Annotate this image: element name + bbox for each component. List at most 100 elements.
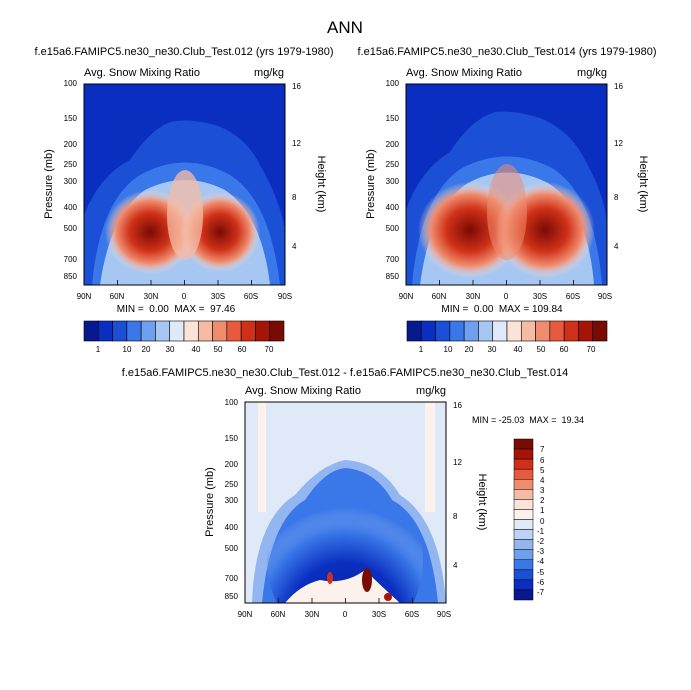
colorbar: 1 10 20 30 40 50 60 70 (83, 320, 285, 354)
x-tick-label: 30N (466, 292, 481, 301)
colorbar-label: -4 (537, 557, 545, 566)
x-tick-label: 60N (110, 292, 125, 301)
colorbar-swatch (197, 320, 213, 342)
y2-axis-label: Height (km) (637, 156, 649, 213)
y-ticks: 100 150 200 250 300 400 500 700 850 (64, 79, 78, 281)
x-tick-label: 90S (598, 292, 612, 301)
units-label: mg/kg (416, 385, 446, 397)
colorbar-swatch (513, 519, 534, 530)
colorbar-label: 3 (540, 486, 545, 495)
y2-ticks: 16 12 8 4 (292, 82, 301, 251)
colorbar-swatch (463, 320, 479, 342)
colorbar-swatch (255, 320, 271, 342)
y-tick-label: 150 (225, 434, 239, 443)
colorbar-swatch (212, 320, 228, 342)
colorbar-swatch (513, 539, 534, 550)
colorbar-label: 1 (540, 506, 545, 515)
y2-tick-label: 8 (453, 512, 458, 521)
x-tick-label: 0 (182, 292, 187, 301)
x-ticks: 90N 60N 30N 0 30S 60S 90S (77, 292, 292, 301)
y2-tick-label: 16 (292, 82, 301, 91)
x-tick-label: 90S (278, 292, 292, 301)
colorbar-swatch (112, 320, 128, 342)
colorbar-swatch (563, 320, 579, 342)
colorbar-label: -1 (537, 527, 545, 536)
colorbar-label: 60 (238, 345, 247, 354)
case-title: f.e15a6.FAMIPC5.ne30_ne30.Club_Test.012 … (34, 46, 333, 58)
panel-top-left: f.e15a6.FAMIPC5.ne30_ne30.Club_Test.012 … (34, 46, 333, 354)
field-label: Avg. Snow Mixing Ratio (245, 385, 361, 397)
colorbar-swatch (549, 320, 565, 342)
tick-marks (405, 280, 608, 285)
x-tick-label: 30N (305, 610, 320, 619)
colorbar-swatch (240, 320, 256, 342)
colorbar-label: 20 (465, 345, 474, 354)
x-ticks: 90N 60N 30N 0 30S 60S 90S (399, 292, 612, 301)
colorbar-swatch (435, 320, 451, 342)
colorbar-label: 50 (537, 345, 546, 354)
figure-title: ANN (327, 18, 363, 37)
x-tick-label: 30N (144, 292, 159, 301)
y-tick-label: 300 (64, 177, 78, 186)
y-tick-label: 700 (64, 255, 78, 264)
x-tick-label: 30S (533, 292, 547, 301)
colorbar-swatch (513, 559, 534, 571)
colorbar-swatch (449, 320, 465, 342)
x-tick-label: 60S (566, 292, 580, 301)
y2-tick-label: 16 (453, 401, 462, 410)
colorbar-swatch (535, 320, 551, 342)
colorbar-swatch (506, 320, 522, 342)
colorbar-label: 50 (214, 345, 223, 354)
colorbar-swatch (492, 320, 508, 342)
colorbar-label: 7 (540, 445, 545, 454)
y-tick-label: 850 (225, 592, 239, 601)
heatmap-field (406, 84, 607, 285)
colorbar-label: 10 (444, 345, 453, 354)
y2-axis-label: Height (km) (476, 474, 488, 531)
y-axis-label: Pressure (mb) (204, 467, 216, 537)
y-tick-label: 200 (64, 140, 78, 149)
y2-tick-label: 4 (614, 242, 619, 251)
panel-difference: f.e15a6.FAMIPC5.ne30_ne30.Club_Test.012 … (122, 367, 584, 619)
y-tick-label: 100 (386, 79, 400, 88)
colorbar-label: 1 (96, 345, 101, 354)
y-tick-label: 500 (225, 544, 239, 553)
colorbar-swatch (513, 549, 534, 560)
y-tick-label: 400 (64, 203, 78, 212)
x-tick-label: 60S (244, 292, 258, 301)
colorbar-swatch (420, 320, 436, 342)
colorbar-swatch (513, 458, 534, 470)
field-label: Avg. Snow Mixing Ratio (84, 67, 200, 79)
colorbar-label: 0 (540, 517, 545, 526)
y2-ticks: 16 12 8 4 (614, 82, 623, 251)
colorbar-label: -5 (537, 568, 545, 577)
stats-label: MIN = 0.00 MAX = 109.84 (441, 304, 563, 315)
x-ticks: 90N 60N 30N 0 30S 60S 90S (238, 610, 451, 619)
y2-tick-label: 4 (292, 242, 297, 251)
y2-tick-label: 12 (453, 458, 462, 467)
colorbar-label: 2 (540, 496, 545, 505)
colorbar-swatch (183, 320, 199, 342)
y-axis-label: Pressure (mb) (365, 149, 377, 219)
colorbar-swatch (513, 529, 534, 540)
y-tick-label: 300 (225, 496, 239, 505)
case-title: f.e15a6.FAMIPC5.ne30_ne30.Club_Test.014 … (357, 46, 656, 58)
colorbar-swatch (592, 320, 608, 342)
colorbar-label: 30 (166, 345, 175, 354)
y-tick-label: 100 (64, 79, 78, 88)
y2-tick-label: 12 (292, 139, 301, 148)
y-tick-label: 150 (386, 114, 400, 123)
y2-tick-label: 8 (614, 193, 619, 202)
colorbar-label: 70 (587, 345, 596, 354)
colorbar-label: 10 (123, 345, 132, 354)
colorbar-swatch (513, 438, 534, 450)
colorbar-swatch (83, 320, 99, 342)
colorbar-swatch (513, 468, 534, 480)
field-label: Avg. Snow Mixing Ratio (406, 67, 522, 79)
x-tick-label: 30S (372, 610, 386, 619)
colorbar-label: 20 (142, 345, 151, 354)
x-tick-label: 90N (77, 292, 92, 301)
case-title: f.e15a6.FAMIPC5.ne30_ne30.Club_Test.012 … (122, 367, 568, 379)
colorbar-swatch (513, 489, 534, 500)
